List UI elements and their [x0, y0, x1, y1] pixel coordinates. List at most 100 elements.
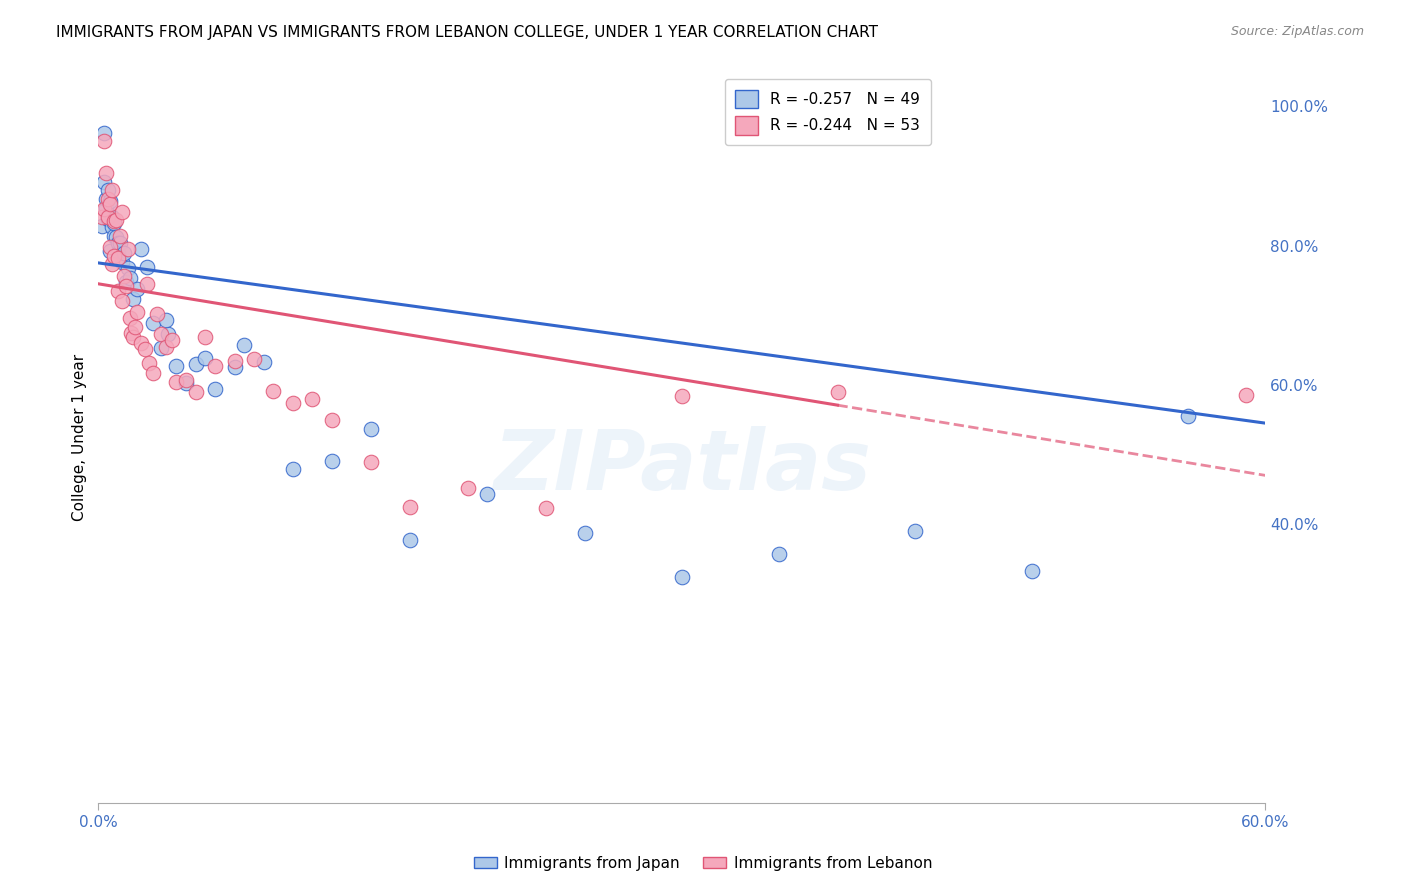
Point	[124, 320, 146, 334]
Point	[138, 356, 160, 370]
Point	[98, 197, 121, 211]
Point	[111, 205, 134, 219]
Point	[768, 547, 790, 561]
Point	[194, 330, 217, 344]
Point	[204, 382, 226, 396]
Point	[671, 389, 693, 403]
Point	[101, 210, 124, 224]
Point	[142, 316, 165, 330]
Point	[904, 524, 927, 539]
Point	[457, 481, 479, 495]
Point	[194, 351, 217, 366]
Point	[107, 251, 129, 265]
Point	[98, 194, 121, 208]
Point	[111, 255, 134, 269]
Point	[107, 246, 129, 260]
Point	[107, 236, 129, 251]
Point	[157, 326, 180, 341]
Point	[129, 335, 152, 350]
Point	[398, 500, 420, 514]
Point	[91, 219, 114, 234]
Point	[827, 385, 849, 400]
Point	[224, 354, 246, 368]
Point	[96, 201, 118, 215]
Point	[107, 284, 129, 298]
Point	[96, 166, 118, 180]
Point	[104, 212, 127, 227]
Point	[281, 396, 304, 410]
Point	[1021, 564, 1043, 578]
Point	[174, 373, 197, 387]
Point	[114, 278, 136, 293]
Point	[112, 269, 135, 284]
Point	[155, 340, 177, 354]
Point	[101, 257, 124, 271]
Point	[1177, 409, 1199, 424]
Point	[117, 242, 139, 256]
Point	[262, 384, 284, 399]
Point	[93, 134, 115, 148]
Point	[136, 277, 159, 291]
Point	[122, 292, 145, 306]
Point	[93, 175, 115, 189]
Point	[91, 211, 114, 225]
Point	[142, 366, 165, 380]
Point	[101, 183, 124, 197]
Legend: Immigrants from Japan, Immigrants from Lebanon: Immigrants from Japan, Immigrants from L…	[468, 850, 938, 877]
Point	[165, 359, 187, 373]
Point	[122, 330, 145, 344]
Point	[184, 357, 207, 371]
Point	[243, 351, 266, 366]
Point	[155, 313, 177, 327]
Point	[360, 454, 382, 468]
Point	[97, 183, 120, 197]
Point	[93, 202, 115, 217]
Point	[233, 338, 256, 352]
Point	[114, 276, 136, 290]
Point	[103, 214, 125, 228]
Point	[671, 570, 693, 584]
Point	[127, 304, 149, 318]
Point	[129, 242, 152, 256]
Point	[118, 310, 141, 325]
Point	[574, 525, 596, 540]
Point	[165, 375, 187, 389]
Point	[301, 392, 323, 407]
Point	[121, 326, 143, 340]
Legend: R = -0.257   N = 49, R = -0.244   N = 53: R = -0.257 N = 49, R = -0.244 N = 53	[724, 79, 931, 145]
Point	[97, 193, 120, 207]
Point	[98, 240, 121, 254]
Point	[224, 360, 246, 375]
Point	[98, 244, 121, 258]
Point	[93, 126, 115, 140]
Point	[184, 385, 207, 400]
Text: ZIPatlas: ZIPatlas	[494, 425, 870, 507]
Point	[97, 211, 120, 226]
Point	[134, 342, 156, 356]
Point	[104, 229, 127, 244]
Point	[398, 533, 420, 548]
Point	[321, 454, 343, 468]
Point	[1234, 388, 1257, 402]
Text: Source: ZipAtlas.com: Source: ZipAtlas.com	[1230, 25, 1364, 38]
Text: IMMIGRANTS FROM JAPAN VS IMMIGRANTS FROM LEBANON COLLEGE, UNDER 1 YEAR CORRELATI: IMMIGRANTS FROM JAPAN VS IMMIGRANTS FROM…	[56, 25, 879, 40]
Point	[103, 216, 125, 230]
Point	[108, 236, 131, 251]
Point	[118, 270, 141, 285]
Point	[97, 210, 120, 224]
Point	[162, 334, 184, 348]
Point	[534, 501, 557, 516]
Point	[112, 246, 135, 260]
Point	[360, 422, 382, 436]
Point	[477, 487, 499, 501]
Point	[108, 229, 131, 244]
Point	[96, 192, 118, 206]
Point	[253, 355, 276, 369]
Point	[103, 229, 125, 244]
Point	[174, 376, 197, 391]
Point	[149, 326, 172, 341]
Point	[204, 359, 226, 374]
Point	[281, 462, 304, 476]
Point	[149, 341, 172, 355]
Point	[103, 249, 125, 263]
